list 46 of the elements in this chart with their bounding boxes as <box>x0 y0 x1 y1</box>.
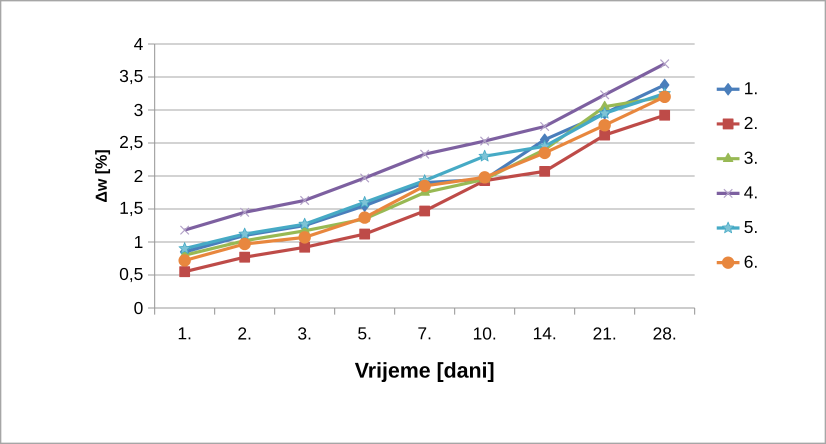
x-tick-label: 2. <box>238 327 250 340</box>
legend-label: 1. <box>745 82 757 94</box>
point <box>358 196 371 208</box>
y-tick-label: 2,5 <box>120 136 143 150</box>
y-tick-label: 2 <box>134 170 142 182</box>
y-tick-label: 1,5 <box>120 202 143 216</box>
legend-label: 4. <box>744 186 757 198</box>
y-tick-label: 3 <box>134 104 143 116</box>
point <box>599 130 610 140</box>
point <box>660 78 670 92</box>
point <box>659 110 670 121</box>
point <box>178 254 191 267</box>
point <box>478 150 491 162</box>
point <box>179 266 190 278</box>
legend-label: 3. <box>744 152 757 164</box>
y-tick-label: 4 <box>134 38 143 50</box>
point <box>178 242 191 254</box>
y-tick-label: 1 <box>134 236 142 248</box>
point <box>359 228 370 240</box>
point <box>238 228 251 240</box>
point <box>419 206 430 216</box>
y-axis-title: Δw [%] <box>95 150 110 202</box>
point <box>539 166 550 177</box>
y-tick-label: 0,5 <box>120 268 143 282</box>
point <box>658 90 671 103</box>
legend-label: 5. <box>744 221 757 234</box>
point <box>298 218 311 230</box>
x-tick-label: 10. <box>474 327 496 340</box>
legend-label: 2. <box>744 116 757 129</box>
x-axis-title: Vrijeme [dani] <box>354 362 494 382</box>
point <box>298 231 311 244</box>
legend-label: 6. <box>744 256 757 268</box>
x-tick-label: 5. <box>358 327 370 340</box>
x-tick-label: 21. <box>593 327 616 340</box>
point <box>538 146 551 160</box>
x-tick-label: 3. <box>298 327 310 340</box>
y-tick-label: 3,5 <box>120 70 143 84</box>
x-tick-label: 1. <box>178 327 190 340</box>
point <box>238 238 251 250</box>
point <box>239 252 250 263</box>
x-tick-label: 28. <box>653 327 676 340</box>
x-tick-label: 7. <box>418 327 430 340</box>
point <box>418 180 431 192</box>
y-tick-label: 0 <box>134 302 143 314</box>
point <box>598 118 611 132</box>
x-tick-label: 14. <box>534 327 556 340</box>
